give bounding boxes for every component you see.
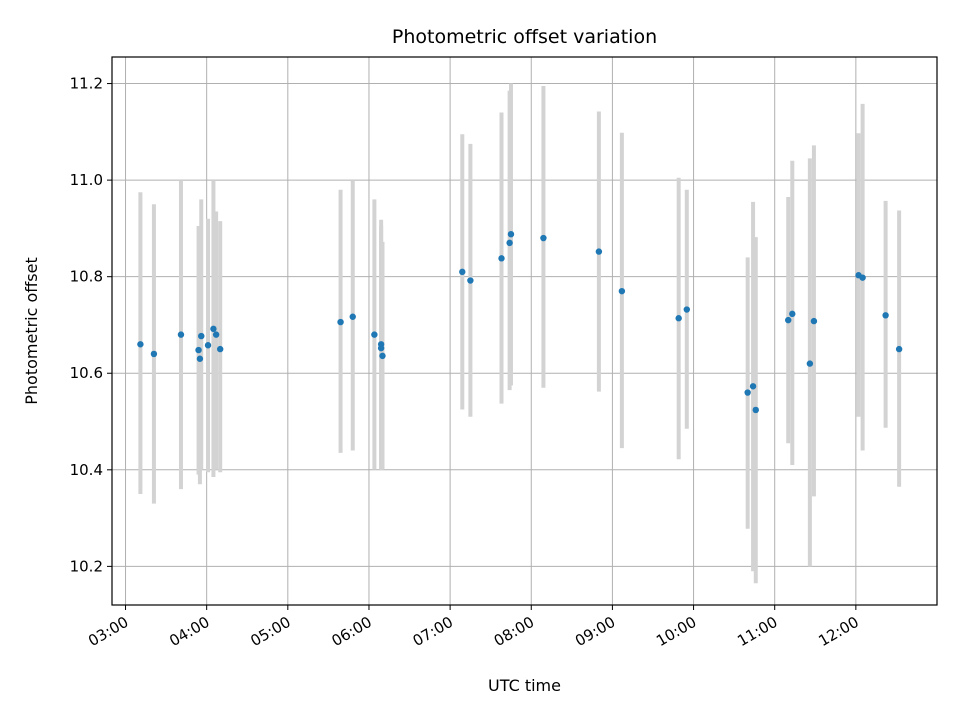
plot-frame (111, 56, 938, 606)
y-tick-label: 10.6 (70, 364, 103, 382)
data-point (204, 342, 212, 349)
y-tick-label: 10.8 (70, 268, 103, 286)
data-point (198, 332, 205, 340)
data-point (859, 274, 866, 281)
data-point (210, 325, 217, 333)
data-point (212, 331, 220, 338)
data-point (595, 248, 603, 255)
x-axis-title: UTC time (488, 676, 561, 695)
data-point (744, 389, 751, 396)
data-point (498, 255, 505, 262)
y-tick-label: 10.2 (70, 557, 103, 575)
data-point (150, 350, 158, 358)
data-point (806, 360, 814, 367)
data-point (377, 344, 385, 352)
y-tick-label: 10.4 (70, 461, 103, 479)
data-point (789, 310, 796, 318)
data-point (137, 341, 144, 348)
data-point (379, 352, 386, 360)
y-axis-title: Photometric offset (22, 257, 41, 405)
data-point (467, 277, 474, 284)
y-tick-label: 11.2 (70, 75, 103, 93)
data-point (459, 268, 466, 276)
data-point (371, 331, 378, 338)
data-point (196, 355, 204, 362)
data-point (540, 234, 547, 242)
y-axis: 10.2 10.4 10.6 10.8 11.0 11.2 (70, 75, 112, 575)
data-point (752, 406, 759, 414)
data-point (675, 315, 682, 322)
data-point (216, 345, 224, 353)
data-point (506, 239, 513, 247)
data-point (177, 331, 185, 338)
data-point (683, 306, 690, 313)
data-points (137, 230, 903, 414)
grid (112, 57, 937, 605)
data-point (507, 230, 515, 238)
data-point (810, 317, 818, 325)
data-point (882, 312, 889, 319)
data-point (195, 346, 202, 354)
data-point (349, 313, 356, 320)
data-point (895, 345, 903, 353)
y-tick-label: 11.0 (70, 171, 103, 189)
chart-title: Photometric offset variation (392, 26, 657, 48)
data-point (785, 316, 792, 324)
data-point (618, 287, 626, 295)
data-point (749, 383, 757, 390)
data-point (337, 318, 344, 326)
